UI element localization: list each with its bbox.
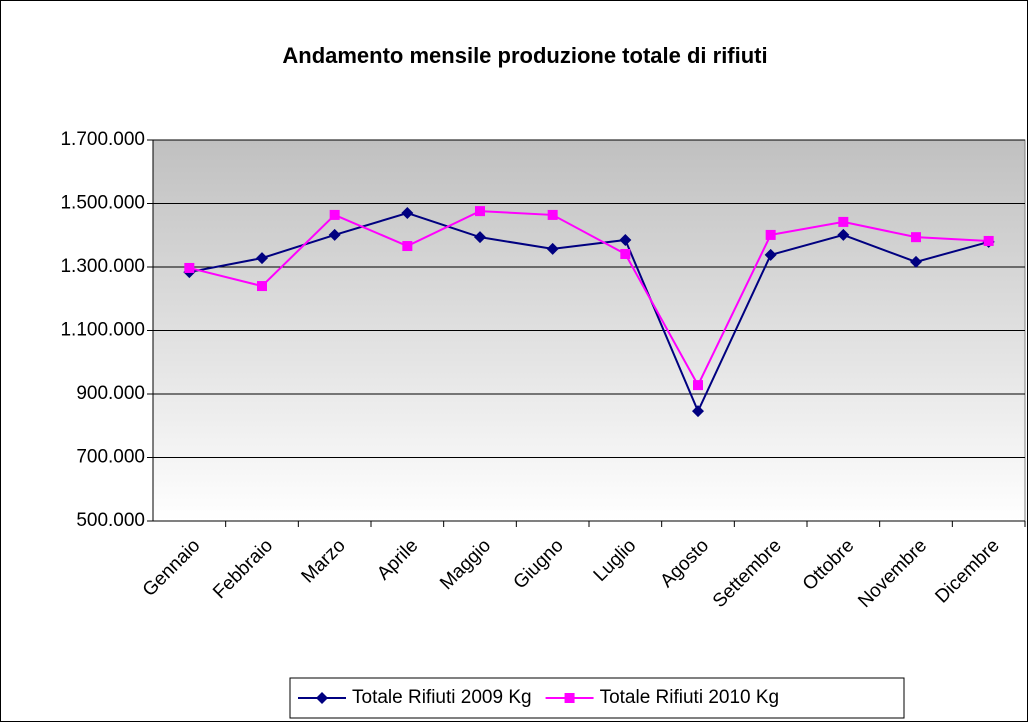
- y-tick-label: 1.500.000: [60, 193, 145, 214]
- marker: [765, 229, 776, 240]
- marker: [546, 242, 559, 255]
- series-line: [189, 211, 989, 414]
- marker: [764, 248, 777, 261]
- y-tick-label: 1.300.000: [60, 256, 145, 277]
- legend-box: [289, 677, 905, 719]
- legend-label: Totale Rifiuti 2010 Kg: [600, 687, 780, 708]
- marker: [184, 262, 195, 273]
- marker: [911, 232, 921, 243]
- marker: [256, 252, 268, 265]
- marker: [316, 692, 328, 704]
- y-tick-label: 700.000: [76, 447, 145, 468]
- marker: [983, 235, 994, 246]
- y-tick-label: 1.100.000: [60, 320, 145, 341]
- marker: [475, 206, 485, 217]
- marker: [402, 241, 413, 252]
- chart-title: Andamento mensile produzione totale di r…: [282, 43, 767, 68]
- marker: [328, 228, 341, 241]
- marker: [547, 209, 558, 220]
- marker: [564, 693, 575, 703]
- marker: [257, 281, 267, 292]
- marker: [329, 209, 340, 220]
- series-line: [189, 210, 989, 388]
- y-tick-label: 900.000: [76, 383, 145, 404]
- marker: [910, 255, 922, 268]
- y-tick-label: 500.000: [76, 510, 145, 531]
- marker: [692, 405, 704, 418]
- marker: [474, 231, 486, 244]
- marker: [838, 216, 849, 227]
- marker: [620, 248, 631, 259]
- y-tick-label: 1.700.000: [60, 129, 145, 150]
- marker: [401, 207, 414, 220]
- marker: [619, 234, 632, 247]
- marker: [837, 228, 850, 241]
- marker: [693, 380, 703, 391]
- legend-label: Totale Rifiuti 2009 Kg: [352, 687, 532, 708]
